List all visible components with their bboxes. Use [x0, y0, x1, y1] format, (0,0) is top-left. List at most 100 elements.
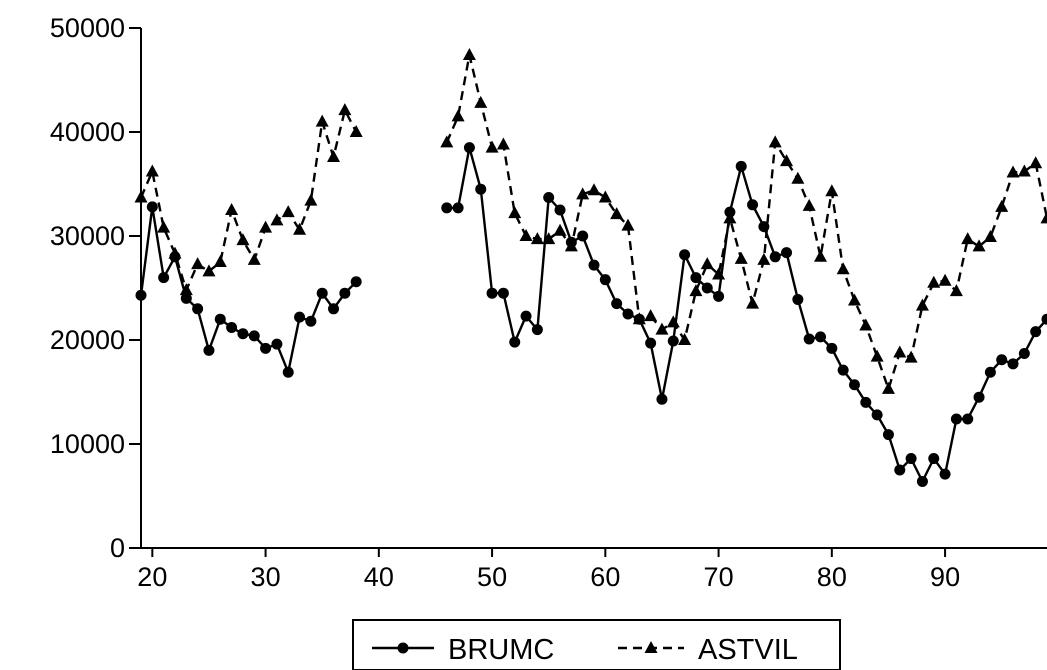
- data-point-astvil: [814, 249, 827, 262]
- data-point-astvil: [666, 315, 680, 328]
- data-point-brumc: [1041, 313, 1047, 325]
- data-point-astvil: [462, 48, 476, 61]
- data-point-brumc: [996, 354, 1008, 366]
- data-point-astvil: [1040, 211, 1047, 224]
- data-point-brumc: [497, 287, 509, 299]
- data-point-astvil: [972, 239, 986, 252]
- data-point-astvil: [247, 252, 261, 265]
- plot-area: [134, 48, 1047, 487]
- data-point-astvil: [700, 257, 714, 270]
- data-point-brumc: [735, 160, 747, 172]
- data-point-astvil: [791, 171, 805, 184]
- data-point-astvil: [202, 264, 216, 277]
- data-point-astvil: [712, 267, 726, 280]
- data-point-astvil: [949, 284, 963, 297]
- data-point-brumc: [350, 276, 362, 288]
- data-point-astvil: [179, 283, 193, 296]
- data-point-astvil: [927, 275, 941, 288]
- data-point-brumc: [860, 396, 872, 408]
- data-point-brumc: [815, 331, 826, 343]
- data-point-astvil: [451, 109, 465, 122]
- data-point-astvil: [587, 183, 601, 196]
- y-tick-label: 0: [110, 533, 125, 563]
- data-point-brumc: [950, 413, 962, 425]
- data-point-astvil: [768, 135, 782, 148]
- data-point-astvil: [270, 213, 284, 226]
- x-tick-label: 60: [590, 562, 620, 592]
- data-point-brumc: [667, 335, 679, 347]
- data-point-astvil: [259, 220, 273, 233]
- data-point-brumc: [803, 333, 815, 345]
- data-point-brumc: [305, 315, 317, 327]
- x-tick-label: 30: [251, 562, 281, 592]
- data-point-astvil: [632, 312, 646, 325]
- data-point-astvil: [734, 251, 748, 264]
- data-point-brumc: [1030, 326, 1042, 338]
- data-point-brumc: [475, 183, 487, 195]
- data-point-brumc: [769, 251, 781, 263]
- data-point-astvil: [519, 229, 533, 241]
- legend-marker-brumc: [397, 642, 409, 654]
- data-point-brumc: [146, 201, 158, 213]
- data-point-brumc: [1007, 358, 1019, 370]
- data-point-astvil: [610, 207, 624, 220]
- data-point-astvil: [859, 318, 873, 331]
- data-point-astvil: [440, 135, 454, 148]
- data-point-brumc: [180, 292, 192, 304]
- data-point-astvil: [157, 220, 171, 233]
- data-point-astvil: [802, 198, 816, 211]
- data-point-astvil: [1029, 156, 1043, 169]
- data-point-brumc: [531, 324, 543, 336]
- data-point-brumc: [271, 338, 283, 350]
- data-point-astvil: [780, 154, 794, 167]
- data-point-brumc: [463, 142, 475, 154]
- data-point-astvil: [746, 296, 760, 309]
- data-point-astvil: [847, 293, 861, 306]
- data-point-brumc: [826, 342, 838, 354]
- data-point-brumc: [339, 287, 351, 299]
- data-point-brumc: [622, 308, 634, 320]
- data-point-brumc: [905, 453, 917, 465]
- x-tick-label: 70: [704, 562, 734, 592]
- data-point-brumc: [656, 393, 668, 405]
- data-point-astvil: [983, 230, 997, 243]
- data-point-brumc: [509, 336, 521, 348]
- data-point-brumc: [192, 303, 204, 315]
- legend-marker-astvil: [644, 641, 658, 653]
- data-point-astvil: [655, 322, 669, 335]
- data-point-astvil: [191, 257, 205, 270]
- data-point-brumc: [599, 274, 611, 286]
- series-line-brumc: [446, 146, 1047, 483]
- data-point-astvil: [904, 350, 918, 363]
- data-point-brumc: [962, 413, 974, 425]
- data-point-astvil: [349, 125, 363, 137]
- data-point-brumc: [486, 287, 498, 299]
- series-line-astvil: [445, 53, 1047, 391]
- data-point-astvil: [542, 232, 556, 245]
- x-tick-label: 90: [930, 562, 960, 592]
- data-point-astvil: [995, 199, 1009, 212]
- data-point-astvil: [496, 137, 510, 150]
- data-point-astvil: [327, 149, 341, 162]
- data-point-brumc: [894, 464, 906, 476]
- data-point-astvil: [485, 140, 499, 153]
- data-point-astvil: [915, 298, 929, 311]
- legend-label-brumc: BRUMC: [448, 634, 554, 666]
- data-point-brumc: [747, 199, 759, 211]
- data-point-brumc: [158, 272, 170, 284]
- data-point-astvil: [281, 205, 295, 218]
- data-point-astvil: [1017, 164, 1031, 177]
- data-point-brumc: [645, 337, 657, 349]
- data-point-astvil: [304, 193, 318, 206]
- data-point-astvil: [236, 233, 250, 246]
- data-point-brumc: [871, 409, 883, 421]
- x-tick-label: 40: [364, 562, 394, 592]
- data-point-brumc: [282, 366, 294, 378]
- data-point-astvil: [757, 252, 771, 265]
- data-point-brumc: [248, 330, 260, 342]
- data-point-brumc: [316, 287, 328, 299]
- data-point-brumc: [441, 202, 453, 214]
- x-tick-label: 20: [137, 562, 167, 592]
- data-point-brumc: [781, 247, 793, 259]
- legend-box: [352, 619, 841, 670]
